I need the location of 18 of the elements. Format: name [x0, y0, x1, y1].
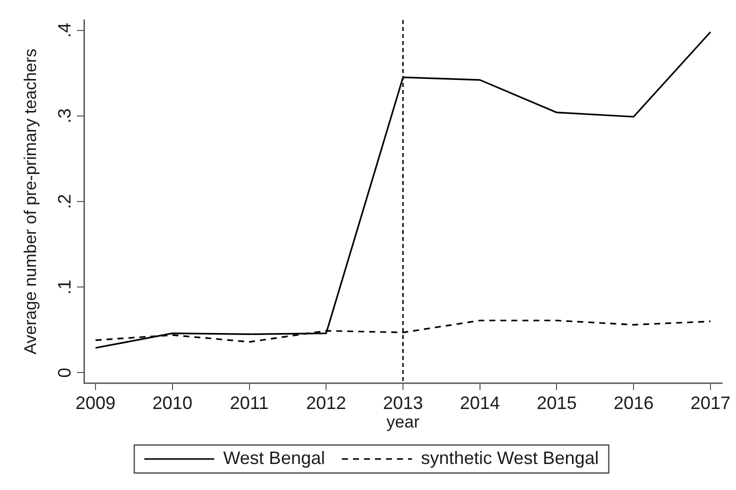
y-axis-title: Average number of pre-primary teachers: [20, 48, 40, 354]
y-tick-label: .4: [54, 22, 74, 38]
legend-label: West Bengal: [223, 448, 325, 468]
x-tick-label: 2011: [230, 392, 269, 413]
y-tick-label: .1: [54, 280, 74, 295]
x-tick-label: 2013: [382, 392, 424, 413]
x-tick-label: 2009: [76, 392, 116, 413]
x-tick-label: 2012: [306, 392, 346, 413]
y-tick-label: .3: [54, 108, 74, 124]
x-tick-label: 2014: [460, 392, 500, 413]
x-tick-label: 2015: [536, 392, 577, 413]
x-axis-title: year: [386, 412, 420, 432]
legend-label: synthetic West Bengal: [420, 448, 599, 468]
x-tick-label: 2010: [152, 392, 192, 413]
x-tick-label: 2016: [614, 392, 654, 413]
x-tick-label: 2017: [690, 392, 730, 413]
y-tick-label: 0: [54, 368, 74, 378]
y-tick-label: .2: [54, 194, 74, 210]
